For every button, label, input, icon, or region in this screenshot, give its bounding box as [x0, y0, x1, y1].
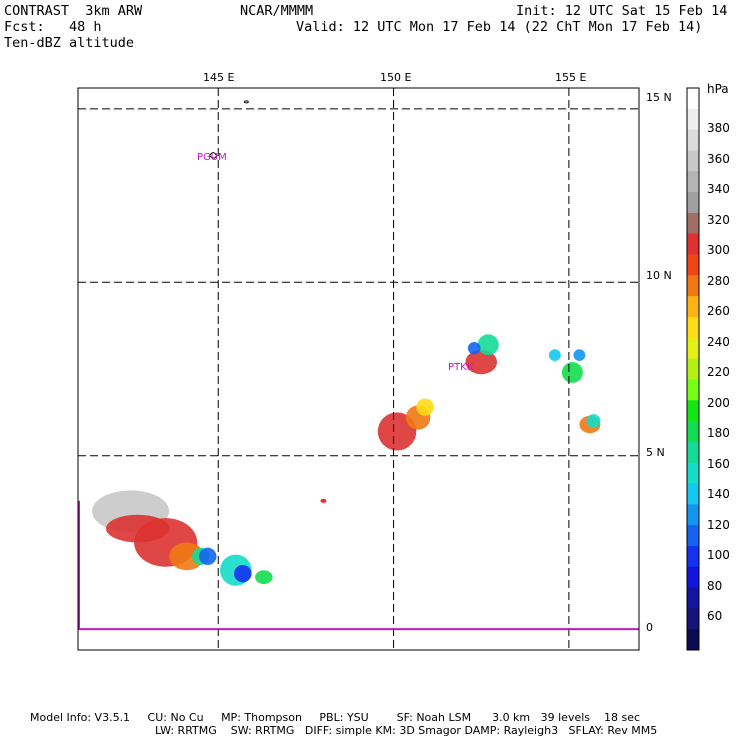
colorbar-swatch-0: [687, 88, 699, 110]
colorbar-label: 160: [707, 456, 730, 471]
storm-cell-7: [561, 362, 583, 383]
station-pgum: PGUM: [197, 152, 227, 163]
lon-label-155: 155 E: [555, 71, 587, 84]
colorbar-label: 380: [707, 121, 730, 135]
lat-label-15n: 15 N: [646, 91, 672, 104]
colorbar-swatch-9: [687, 275, 699, 297]
colorbar-label: 60: [707, 609, 723, 623]
storm-cell-4: [477, 334, 499, 356]
colorbar-swatch-8: [687, 254, 699, 276]
colorbar-swatch-20: [687, 504, 699, 526]
colorbar-swatch-21: [687, 525, 699, 547]
storm-cell-19: [255, 570, 273, 585]
colorbar-label: 260: [707, 304, 730, 318]
island-marker: [243, 100, 249, 104]
colorbar-swatch-18: [687, 462, 699, 484]
forecast-hour: Fcst: 48 h: [4, 19, 102, 35]
footer-model-info: Model Info: V3.5.1 CU: No Cu MP: Thompso…: [30, 711, 641, 724]
colorbar-swatch-6: [687, 212, 699, 235]
colorbar-label: 180: [707, 426, 730, 440]
storm-speck: [320, 498, 327, 503]
storm-cell-2: [416, 398, 434, 416]
colorbar-swatch-3: [687, 150, 699, 172]
colorbar-label: 220: [707, 365, 730, 379]
storm-cell-8: [573, 349, 586, 362]
colorbar-label: 140: [707, 487, 730, 501]
lat-label-0: 0: [646, 621, 653, 634]
colorbar-label: 340: [707, 182, 730, 196]
storm-cell-10: [586, 414, 601, 428]
lat-label-10n: 10 N: [646, 269, 672, 282]
station-ptkk: PTKK: [448, 362, 474, 373]
footer-physics-info: LW: RRTMG SW: RRTMG DIFF: simple KM: 3D …: [155, 724, 658, 737]
valid-time: Valid: 12 UTC Mon 17 Feb 14 (22 ChT Mon …: [296, 19, 703, 35]
colorbar-swatch-11: [687, 316, 699, 339]
colorbar-swatch-12: [687, 337, 699, 360]
storm-cell-6: [548, 349, 561, 362]
colorbar-label: 240: [707, 334, 730, 349]
colorbar-swatch-14: [687, 379, 699, 401]
colorbar-label: 360: [707, 151, 730, 166]
model-name: CONTRAST 3km ARW: [4, 3, 143, 19]
colorbar-swatch-4: [687, 171, 699, 193]
colorbar-swatch-7: [687, 233, 699, 256]
field-name: Ten-dBZ altitude: [4, 35, 135, 51]
colorbar-swatch-16: [687, 421, 699, 443]
colorbar-swatch-5: [687, 192, 699, 214]
storm-cell-5: [467, 341, 481, 355]
init-time: Init: 12 UTC Sat 15 Feb 14: [516, 3, 728, 19]
lon-label-145: 145 E: [203, 71, 235, 84]
lat-label-5n: 5 N: [646, 446, 665, 459]
colorbar-label: 100: [707, 548, 730, 562]
colorbar-swatch-13: [687, 358, 699, 380]
storm-cell-16: [198, 547, 217, 566]
colorbar-swatch-25: [687, 608, 699, 630]
lon-label-150: 150 E: [380, 71, 412, 84]
colorbar-swatch-15: [687, 400, 699, 422]
colorbar-label: 200: [707, 395, 730, 410]
center-name: NCAR/MMMM: [240, 3, 314, 19]
colorbar-swatch-24: [687, 587, 699, 609]
colorbar-swatch-17: [687, 441, 699, 464]
colorbar-swatch-22: [687, 545, 699, 568]
colorbar-swatch-23: [687, 566, 699, 589]
colorbar-label: 320: [707, 212, 730, 227]
storm-cell-3: [465, 349, 497, 375]
storm-cell-18: [234, 565, 252, 583]
colorbar-swatch-26: [687, 629, 699, 651]
colorbar-frame: [686, 87, 700, 651]
colorbar-label: 300: [707, 243, 730, 257]
colorbar-unit: hPa: [707, 82, 729, 96]
colorbar-swatch-19: [687, 483, 699, 505]
colorbar-label: 80: [707, 578, 723, 593]
colorbar-label: 280: [707, 273, 730, 288]
colorbar-swatch-1: [687, 108, 699, 131]
guam-coastline: [209, 152, 218, 159]
colorbar-swatch-10: [687, 296, 699, 318]
map-frame: [77, 87, 640, 651]
colorbar-label: 120: [707, 517, 730, 532]
colorbar-swatch-2: [687, 129, 699, 151]
